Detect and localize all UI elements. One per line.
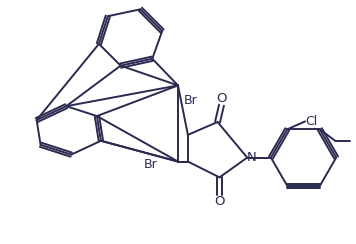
Text: O: O bbox=[214, 195, 225, 208]
Text: Br: Br bbox=[143, 158, 157, 171]
Text: Cl: Cl bbox=[305, 115, 317, 128]
Text: O: O bbox=[216, 92, 227, 105]
Text: Br: Br bbox=[184, 94, 198, 107]
Text: N: N bbox=[247, 151, 257, 164]
